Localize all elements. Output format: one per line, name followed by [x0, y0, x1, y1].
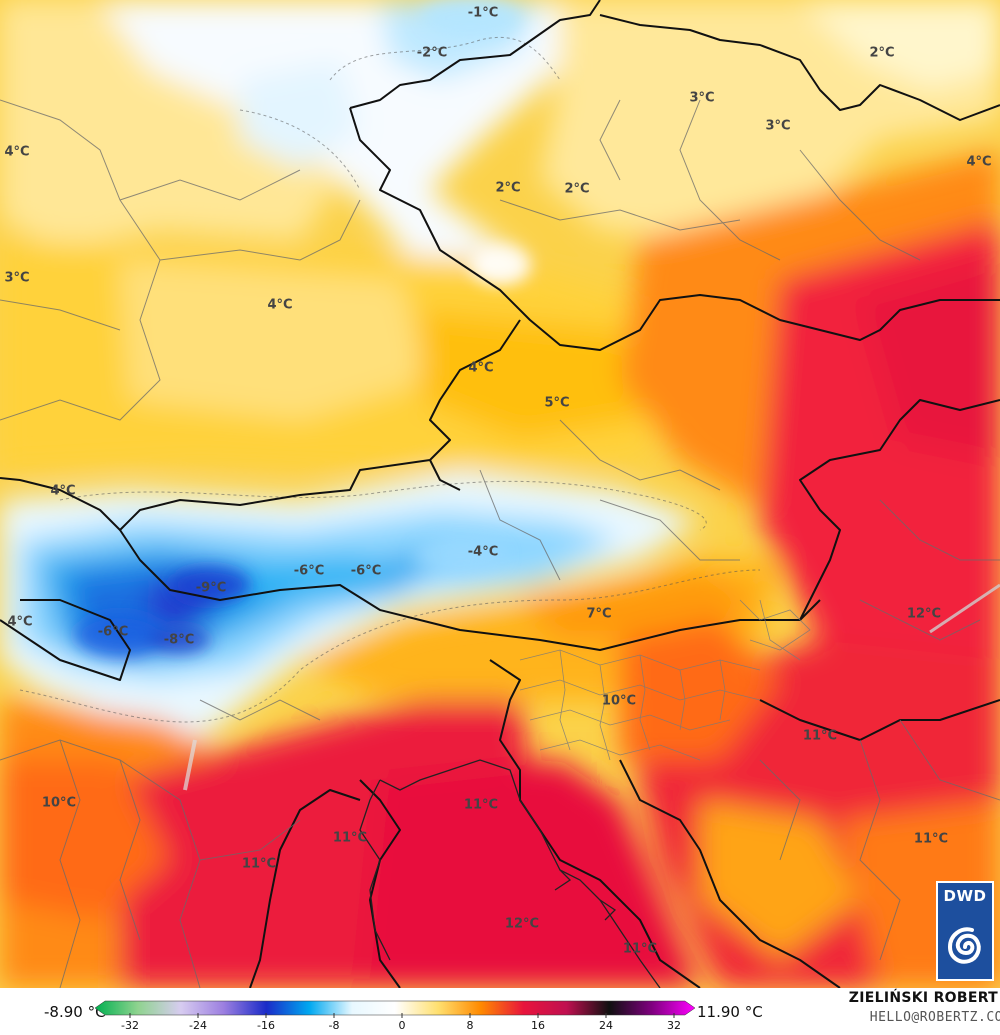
map-canvas: [0, 0, 1000, 988]
max-temperature-value: 11.90 °C: [697, 1003, 763, 1021]
temperature-field: [0, 0, 1000, 988]
isotherms: [19, 36, 761, 723]
color-scale-bar: [95, 1000, 695, 1018]
scale-tick-label: -16: [257, 1019, 275, 1032]
scale-tick-label: 8: [466, 1019, 474, 1032]
color-scale-gradient: [95, 1000, 695, 1016]
author-email: HELLO@ROBERTZ.CO: [869, 1010, 1000, 1025]
streak-overlay: [929, 583, 1000, 634]
dwd-logo: DWD: [936, 881, 994, 981]
dwd-logo-text: DWD: [943, 887, 987, 905]
scale-tick-label: 32: [667, 1019, 681, 1032]
scale-tick-label: 0: [398, 1019, 406, 1032]
streak-overlay-2: [183, 739, 197, 791]
scale-tick-label: -8: [328, 1019, 340, 1032]
coastlines: [359, 759, 661, 988]
temperature-map: -1°C -2°C 2°C 3°C 3°C 4°C 4°C 2°C 2°C 3°…: [0, 0, 1000, 988]
scale-tick-label: -24: [189, 1019, 207, 1032]
scale-tick-label: -32: [121, 1019, 139, 1032]
author-name: ZIELIŃSKI ROBERT: [848, 990, 998, 1006]
color-scale-ticks: [129, 1013, 675, 1018]
scale-tick-label: 16: [531, 1019, 545, 1032]
min-temperature-value: -8.90 °C: [44, 1003, 106, 1021]
regional-borders: [0, 99, 1000, 988]
scale-tick-label: 24: [599, 1019, 613, 1032]
legend-footer: -8.90 °C -32 -24 -16 -8 0 8 16 24 32 11.…: [0, 988, 1000, 1035]
dwd-swirl-icon: [947, 927, 981, 964]
municipal-borders: [519, 599, 811, 761]
